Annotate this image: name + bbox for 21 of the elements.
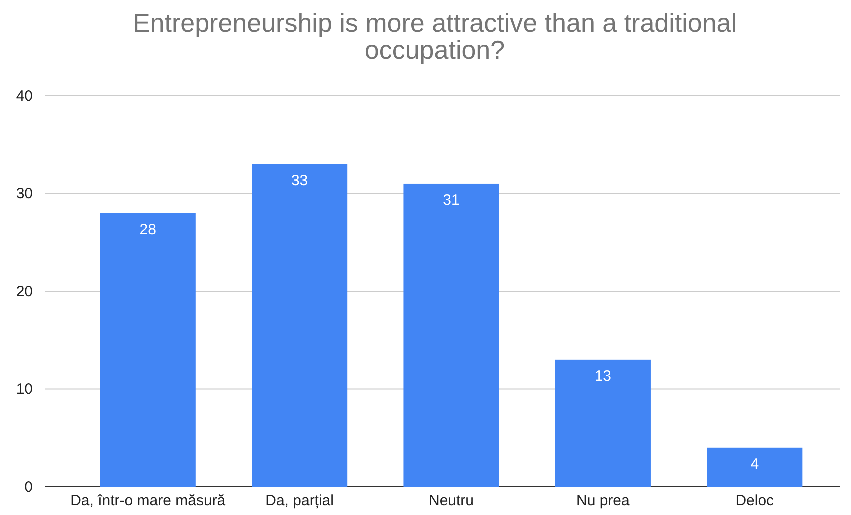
x-tick-label: Da, parțial (266, 492, 334, 510)
data-label: 28 (140, 221, 156, 238)
y-tick-label: 20 (16, 283, 33, 300)
data-label: 31 (443, 192, 460, 209)
y-tick-label: 30 (16, 186, 33, 203)
y-tick-label: 0 (24, 478, 33, 496)
bar (555, 360, 651, 487)
bar (252, 164, 348, 487)
data-label: 4 (750, 456, 760, 473)
data-label: 13 (594, 368, 612, 385)
data-label: 33 (291, 172, 308, 190)
bar (404, 184, 500, 487)
x-tick-label: Nu prea (576, 492, 631, 510)
x-tick-label: Deloc (736, 492, 775, 510)
x-tick-label: Neutru (428, 492, 474, 510)
x-tick-label: Da, într-o mare măsură (70, 492, 226, 510)
bar (707, 448, 803, 487)
y-tick-label: 10 (16, 381, 33, 398)
y-tick-label: 40 (16, 88, 33, 105)
chart-title: Entrepreneurship is more attractive than a traditional occupation? (132, 8, 738, 65)
bar (100, 213, 196, 487)
